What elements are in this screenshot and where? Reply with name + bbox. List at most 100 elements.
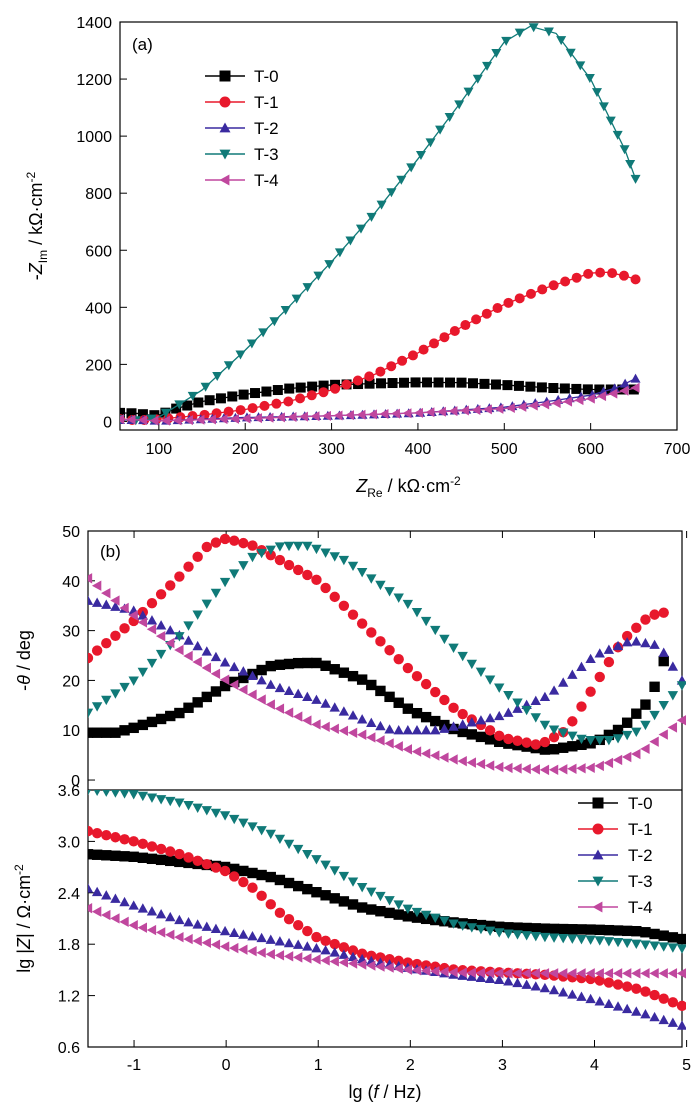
panel-b2-point-T-3 <box>347 877 359 887</box>
panel-b1-point-T-3 <box>119 682 130 693</box>
panel-b2-point-T-1 <box>265 899 276 910</box>
panel-b2-point-T-1 <box>676 1000 686 1012</box>
panel-b2-point-T-2 <box>558 987 569 997</box>
panel-b2-point-T-0 <box>88 849 94 860</box>
panel-a-point-T-2 <box>630 373 641 383</box>
panel-a-point-T-4 <box>183 415 193 426</box>
panel-b1-point-T-0 <box>466 729 478 740</box>
panel-b2-point-T-2 <box>631 1006 642 1016</box>
panel-b1-point-T-4 <box>512 763 522 774</box>
panel-a-point-T-4 <box>229 413 239 424</box>
panel-b1-point-T-2 <box>137 610 149 620</box>
panel-a-legend-marker <box>219 122 231 133</box>
panel-b1-point-T-3 <box>402 599 414 610</box>
panel-b1-point-T-4 <box>484 760 495 771</box>
panel-b1-point-T-2 <box>539 691 551 702</box>
panel-a-point-T-3 <box>425 138 436 148</box>
panel-a-point-T-0 <box>479 378 490 389</box>
panel-b2-point-T-3 <box>521 931 532 941</box>
panel-b2-point-T-4 <box>494 968 504 979</box>
panel-b2-point-T-3 <box>146 793 158 803</box>
panel-b1-point-T-3 <box>521 705 532 716</box>
panel-a-point-T-3 <box>355 224 366 234</box>
panel-b1-point-T-0 <box>366 679 377 691</box>
panel-b2-point-T-1 <box>183 852 194 863</box>
panel-b2-point-T-4 <box>649 968 659 979</box>
panel-b-legend-marker <box>592 849 604 860</box>
panel-b2-point-T-4 <box>146 924 157 936</box>
panel-b1-point-T-2 <box>576 661 587 671</box>
panel-b1-point-T-4 <box>384 738 394 749</box>
panel-a-xtick-label: 100 <box>146 441 173 458</box>
panel-a-point-T-3 <box>200 382 211 392</box>
panel-b1-point-T-2 <box>283 685 295 696</box>
panel-b1-point-T-4 <box>621 751 632 763</box>
panel-b2-point-T-0 <box>137 852 149 864</box>
panel-b1-point-T-3 <box>283 541 295 552</box>
panel-a-xlabel: ZRe / kΩ·cm-2 <box>355 474 461 500</box>
panel-b1-point-T-4 <box>128 610 138 621</box>
panel-b2-point-T-0 <box>539 923 551 934</box>
panel-a-point-T-3 <box>396 175 407 185</box>
panel-b2-point-T-2 <box>137 903 149 913</box>
panel-b2-point-T-0 <box>621 925 633 937</box>
panel-b1-point-T-3 <box>356 568 368 578</box>
panel-b2-point-T-3 <box>621 938 633 949</box>
panel-b1-point-T-2 <box>512 703 523 713</box>
panel-b1-point-T-3 <box>229 569 240 579</box>
panel-b1-point-T-0 <box>612 724 624 736</box>
panel-a-point-T-3 <box>591 88 602 98</box>
panel-b1-point-T-4 <box>274 703 285 714</box>
panel-b2-point-T-2 <box>201 921 212 931</box>
panel-b2-point-T-3 <box>676 944 686 954</box>
panel-b1-point-T-2 <box>466 717 478 727</box>
panel-b2-ytick-label: 3.6 <box>58 783 80 800</box>
panel-a-point-T-0 <box>410 377 421 388</box>
panel-b1-point-T-2 <box>201 646 212 656</box>
panel-a-point-T-3 <box>472 74 483 84</box>
panel-a-point-T-3 <box>258 328 269 338</box>
panel-b1-point-T-1 <box>155 589 167 600</box>
panel-b2-point-T-3 <box>530 932 541 942</box>
panel-b2-point-T-4 <box>512 968 522 979</box>
panel-b2-point-T-0 <box>548 923 560 935</box>
panel-b2-point-T-1 <box>137 838 149 850</box>
panel-a-point-T-1 <box>429 338 440 349</box>
panel-b1-point-T-0 <box>338 667 350 678</box>
panel-a-label: (a) <box>132 35 153 54</box>
panel-b1-plot <box>88 533 686 776</box>
panel-a-point-T-4 <box>471 404 481 415</box>
panel-a-point-T-3 <box>291 294 302 304</box>
panel-b1-point-T-2 <box>475 715 487 725</box>
panel-b2-point-T-4 <box>530 968 540 979</box>
panel-b2-point-T-3 <box>631 939 642 950</box>
panel-b1-point-T-2 <box>484 712 496 723</box>
panel-b2-point-T-2 <box>603 998 615 1009</box>
panel-b2-point-T-3 <box>219 811 231 821</box>
panel-b1-point-T-4 <box>594 760 604 772</box>
panel-b1-point-T-0 <box>558 742 569 753</box>
panel-a-ytick-label: 200 <box>85 357 112 374</box>
panel-b2-point-T-1 <box>274 907 286 919</box>
panel-b2-point-T-3 <box>238 818 249 828</box>
panel-b1-point-T-1 <box>603 656 615 668</box>
panel-b2-point-T-3 <box>585 935 596 945</box>
panel-b1-point-T-3 <box>265 545 276 555</box>
panel-b2-point-T-2 <box>88 883 94 893</box>
panel-b2-point-T-2 <box>146 906 158 916</box>
panel-b2-ytick-label: 1.8 <box>58 937 80 954</box>
panel-b1-point-T-2 <box>265 679 276 689</box>
panel-b2-point-T-2 <box>283 937 295 948</box>
panel-a-point-T-4 <box>402 408 412 419</box>
panel-b1-point-T-3 <box>302 541 313 552</box>
panel-b1-point-T-4 <box>448 754 458 765</box>
panel-b1-point-T-4 <box>521 763 531 775</box>
panel-b1-point-T-0 <box>119 725 130 736</box>
panel-b2-point-T-0 <box>146 853 158 865</box>
panel-b2-point-T-4 <box>676 968 686 979</box>
panel-a-point-T-1 <box>560 276 571 287</box>
panel-b1-point-T-1 <box>375 636 386 647</box>
panel-b1-point-T-3 <box>101 695 112 706</box>
panel-b2-point-T-4 <box>585 968 595 979</box>
panel-b2-point-T-1 <box>229 871 240 882</box>
